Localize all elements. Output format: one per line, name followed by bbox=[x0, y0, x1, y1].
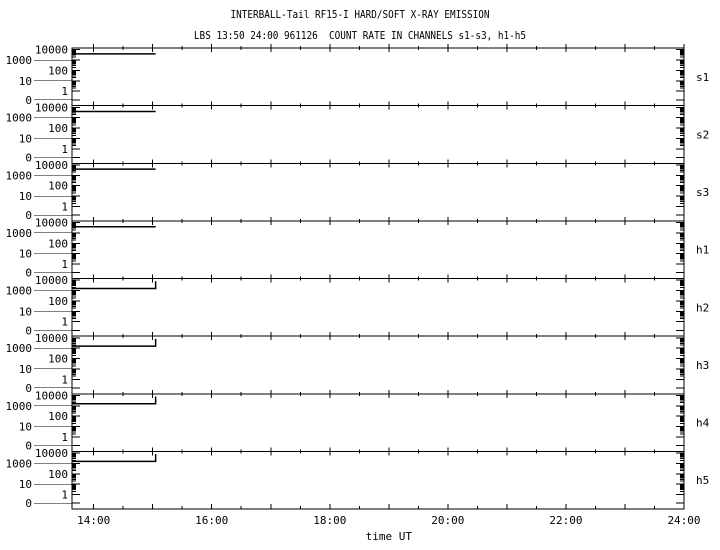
y-tick-label: 100 bbox=[48, 64, 68, 77]
y-tick-label: 1 bbox=[61, 373, 68, 386]
x-tick-label: 18:00 bbox=[313, 514, 346, 527]
y-tick-label: 10 bbox=[19, 248, 32, 261]
y-tick-label: 1000 bbox=[6, 112, 33, 125]
y-tick-label: 10 bbox=[19, 132, 32, 145]
y-tick-label: 100 bbox=[48, 410, 68, 423]
y-tick-label: 1 bbox=[61, 143, 68, 156]
series-line-h2 bbox=[72, 281, 157, 290]
y-tick-label: 1 bbox=[61, 431, 68, 444]
x-tick-label: 22:00 bbox=[549, 514, 582, 527]
y-tick-label: 1000 bbox=[6, 457, 33, 470]
y-tick-label: 10000 bbox=[35, 332, 68, 345]
chart-subtitle: LBS 13:50 24:00 961126 COUNT RATE IN CHA… bbox=[193, 29, 527, 42]
y-tick-label: 0 bbox=[25, 440, 32, 453]
x-axis-label: time UT bbox=[366, 530, 413, 543]
channel-label-s2: s2 bbox=[696, 128, 709, 141]
y-tick-label: 0 bbox=[25, 209, 32, 222]
y-tick-label: 10 bbox=[19, 363, 32, 376]
y-tick-label: 1000 bbox=[6, 227, 33, 240]
channel-label-h4: h4 bbox=[696, 417, 710, 430]
y-tick-label: 100 bbox=[48, 122, 68, 135]
y-tick-label: 10 bbox=[19, 421, 32, 434]
channel-label-h1: h1 bbox=[696, 244, 709, 257]
x-tick-label: 24:00 bbox=[667, 514, 700, 527]
y-tick-label: 1 bbox=[61, 200, 68, 213]
channel-label-h2: h2 bbox=[696, 301, 709, 314]
y-tick-label: 10 bbox=[19, 305, 32, 318]
y-tick-label: 0 bbox=[25, 382, 32, 395]
y-tick-label: 10000 bbox=[35, 159, 68, 172]
y-tick-label: 10 bbox=[19, 75, 32, 88]
y-tick-label: 100 bbox=[48, 353, 68, 366]
y-tick-label: 1000 bbox=[6, 400, 33, 413]
y-tick-label: 1 bbox=[61, 489, 68, 502]
y-tick-label: 0 bbox=[25, 267, 32, 280]
series-line-h3 bbox=[72, 338, 157, 347]
y-tick-label: 10 bbox=[19, 478, 32, 491]
y-tick-label: 10000 bbox=[35, 389, 68, 402]
y-tick-label: 10000 bbox=[35, 217, 68, 230]
y-tick-label: 100 bbox=[48, 468, 68, 481]
y-tick-label: 0 bbox=[25, 151, 32, 164]
x-tick-label: 16:00 bbox=[195, 514, 228, 527]
x-tick-label: 14:00 bbox=[77, 514, 110, 527]
y-tick-label: 1000 bbox=[6, 285, 33, 298]
y-tick-label: 10000 bbox=[35, 274, 68, 287]
y-tick-label: 0 bbox=[25, 497, 32, 510]
y-tick-label: 0 bbox=[25, 94, 32, 107]
series-line-h5 bbox=[72, 454, 157, 463]
y-tick-label: 100 bbox=[48, 180, 68, 193]
y-tick-label: 10 bbox=[19, 190, 32, 203]
y-tick-label: 1000 bbox=[6, 54, 33, 67]
y-tick-label: 1 bbox=[61, 316, 68, 329]
x-tick-label: 20:00 bbox=[431, 514, 464, 527]
y-tick-label: 1000 bbox=[6, 169, 33, 182]
y-tick-label: 100 bbox=[48, 237, 68, 250]
y-tick-label: 0 bbox=[25, 324, 32, 337]
y-tick-label: 10000 bbox=[35, 44, 68, 57]
channel-label-s1: s1 bbox=[696, 71, 709, 84]
y-tick-label: 100 bbox=[48, 295, 68, 308]
chart-title: INTERBALL-Tail RF15-I HARD/SOFT X-RAY EM… bbox=[230, 8, 490, 21]
channel-label-s3: s3 bbox=[696, 186, 709, 199]
channel-label-h5: h5 bbox=[696, 474, 709, 487]
y-tick-label: 10000 bbox=[35, 447, 68, 460]
y-tick-label: 1 bbox=[61, 258, 68, 271]
y-tick-label: 1 bbox=[61, 85, 68, 98]
y-tick-label: 1000 bbox=[6, 342, 33, 355]
y-tick-label: 10000 bbox=[35, 101, 68, 114]
channel-label-h3: h3 bbox=[696, 359, 709, 372]
series-line-h4 bbox=[72, 396, 157, 405]
